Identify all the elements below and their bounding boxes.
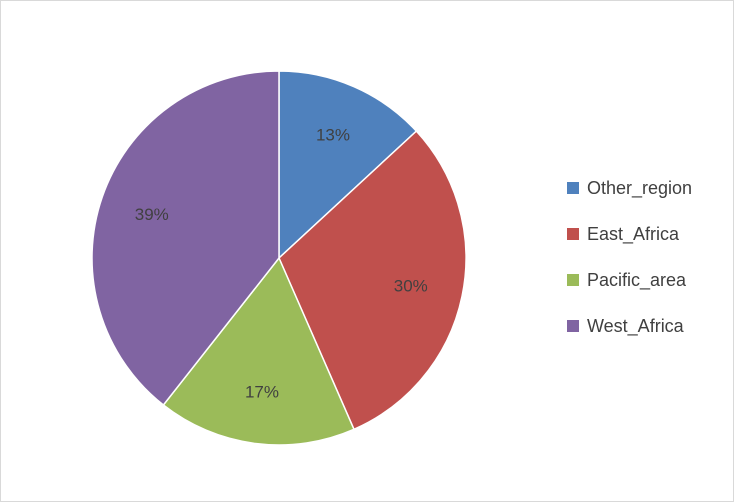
legend-swatch-east-africa [567,228,579,240]
legend-label-pacific-area: Pacific_area [587,270,687,291]
data-label-west-africa: 39% [135,205,169,224]
pie-slice-other-region [278,70,418,260]
pie-slice-east-africa [278,130,467,431]
legend-swatch-pacific-area [567,274,579,286]
pie-data-labels: 13% 30% 17% 39% [135,126,428,402]
pie-slice-pacific-area [162,256,355,446]
legend: Other_region East_Africa Pacific_area West_… [567,178,692,337]
legend-label-east-africa: East_Africa [587,224,680,245]
data-label-pacific-area: 17% [245,383,279,402]
pie-slices [91,70,467,446]
pie-slice-west-africa [91,70,280,407]
legend-label-other-region: Other_region [587,178,692,199]
data-label-east-africa: 30% [394,277,428,296]
data-label-other-region: 13% [316,126,350,145]
legend-swatch-other-region [567,182,579,194]
legend-swatch-west-africa [567,320,579,332]
legend-label-west-africa: West_Africa [587,316,685,337]
